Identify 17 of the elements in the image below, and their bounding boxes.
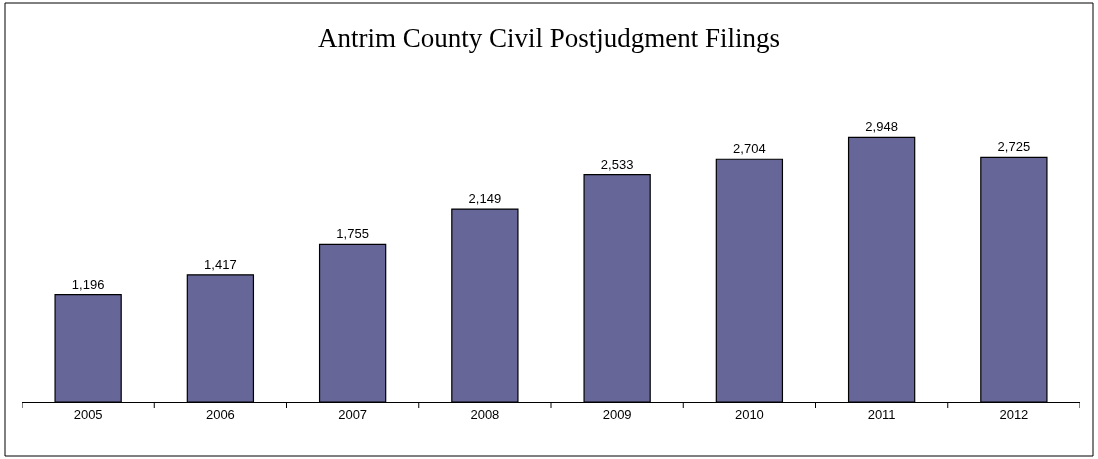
- x-tick-label: 2010: [734, 406, 764, 422]
- x-tick-label: 2006: [205, 406, 235, 422]
- data-label: 2,704: [733, 141, 766, 157]
- x-tick-label: 2008: [470, 406, 500, 422]
- data-label: 1,417: [204, 256, 237, 272]
- data-label: 2,533: [600, 156, 634, 172]
- data-label: 1,196: [71, 276, 105, 292]
- x-tick-label: 2007: [338, 406, 368, 422]
- data-label: 1,755: [336, 226, 369, 242]
- data-label: 2,725: [997, 139, 1031, 155]
- x-tick-label: 2005: [73, 406, 103, 422]
- chart-title: Antrim County Civil Postjudgment Filings: [317, 23, 781, 54]
- x-tick-label: 2012: [999, 406, 1029, 422]
- x-tick-label: 2011: [867, 406, 896, 422]
- data-label: 2,149: [468, 191, 502, 207]
- x-tick-label: 2009: [602, 406, 632, 422]
- data-label: 2,948: [865, 119, 898, 135]
